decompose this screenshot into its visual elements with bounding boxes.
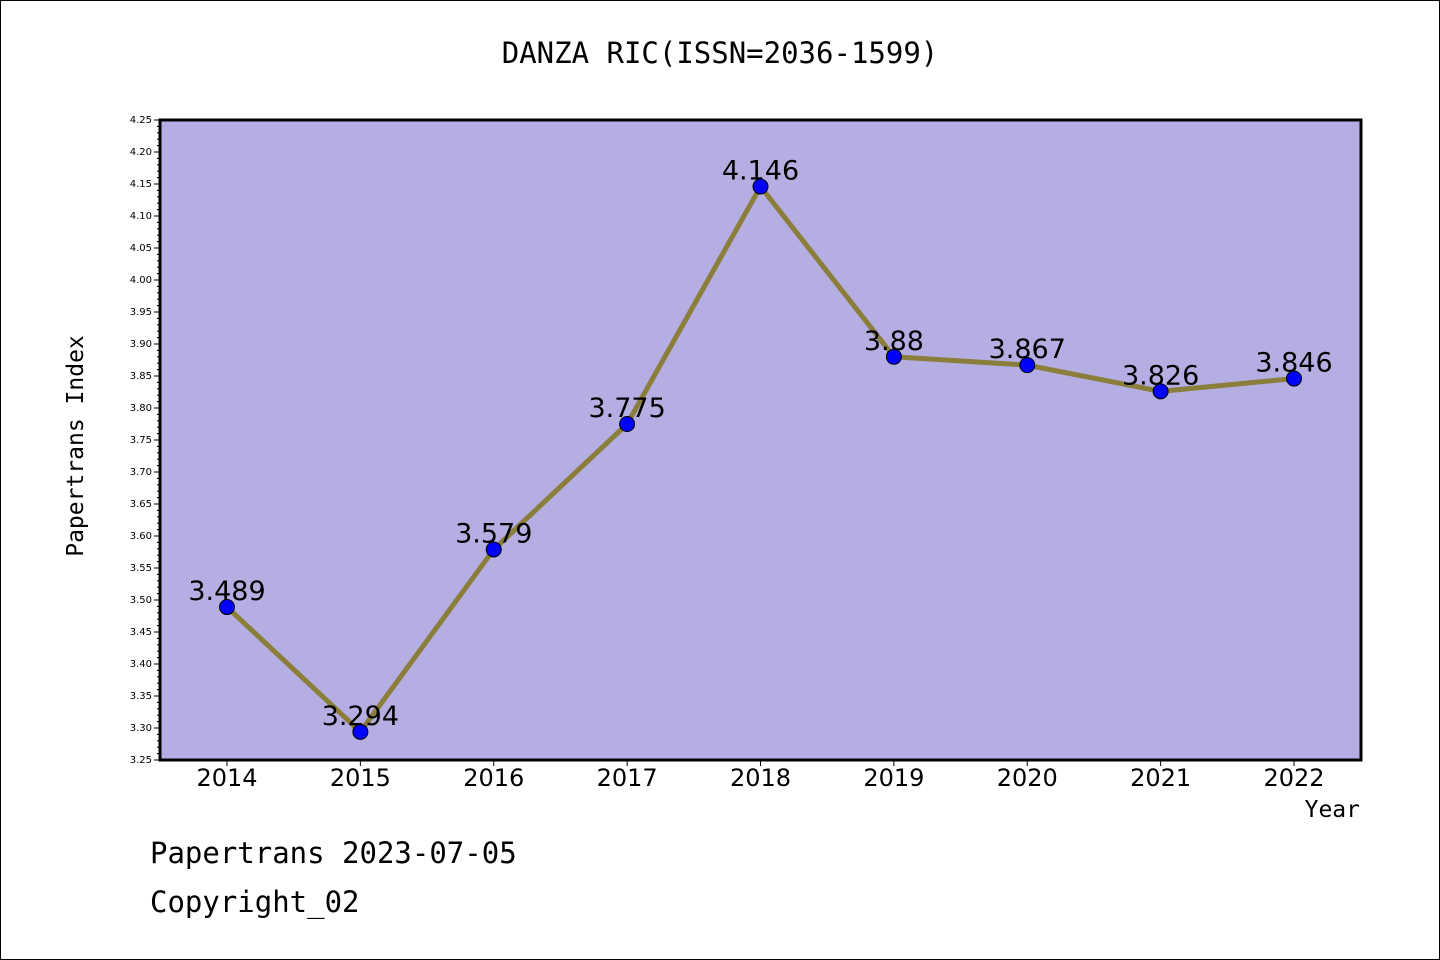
y-tick-label: 4.10 [130,211,152,222]
data-label: 3.88 [864,326,924,357]
data-label: 3.846 [1255,348,1332,379]
y-tick-label: 3.45 [130,627,152,638]
y-tick-label: 3.80 [130,403,152,414]
y-tick-label: 3.25 [130,755,152,766]
footer-copyright: Copyright_02 [150,885,360,919]
y-tick-label: 3.35 [130,691,152,702]
y-tick-label: 3.75 [130,435,152,446]
y-tick-label: 4.15 [130,179,152,190]
y-tick-label: 3.90 [130,339,152,350]
y-tick-label: 4.20 [130,147,152,158]
plot-area [160,120,1361,760]
x-axis-label: Year [1304,797,1360,823]
data-point [1019,357,1036,374]
data-label: 3.775 [588,393,665,424]
data-label: 3.826 [1122,360,1199,391]
data-label: 3.294 [322,701,399,732]
chart-title: DANZA RIC(ISSN=2036-1599) [501,36,939,70]
y-tick-label: 3.95 [130,307,152,318]
x-tick-label: 2018 [730,764,791,792]
data-label: 4.146 [722,156,799,187]
data-point [619,416,636,432]
y-tick-label: 3.30 [130,723,152,734]
data-point [1286,370,1302,387]
y-tick-label: 4.05 [130,243,152,254]
y-tick-label: 3.50 [130,595,152,606]
y-tick-label: 3.70 [130,467,152,478]
y-tick-label: 3.55 [130,563,152,574]
x-tick-label: 2020 [997,764,1058,792]
data-point [352,723,369,740]
y-tick-label: 3.60 [130,531,152,542]
footer-date: Papertrans 2023-07-05 [150,836,517,870]
x-tick-label: 2014 [196,764,257,792]
x-tick-label: 2017 [597,764,658,792]
data-point [219,599,235,616]
x-tick-label: 2022 [1263,764,1324,792]
x-tick-label: 2021 [1130,764,1191,792]
y-tick-label: 4.00 [130,275,152,286]
data-label: 3.579 [455,518,532,549]
x-tick-label: 2016 [463,764,524,792]
y-tick-label: 3.85 [130,371,152,382]
x-tick-label: 2019 [863,764,924,792]
x-tick-label: 2015 [330,764,391,792]
data-point [752,178,769,195]
data-point [885,348,902,365]
data-label: 3.489 [188,576,265,607]
y-tick-label: 4.25 [130,115,152,126]
data-point [485,541,502,558]
data-point [1152,383,1169,400]
y-tick-label: 3.40 [130,659,152,670]
plot-border [158,118,1363,762]
y-tick-label: 3.65 [130,499,152,510]
data-label: 3.867 [989,334,1066,365]
